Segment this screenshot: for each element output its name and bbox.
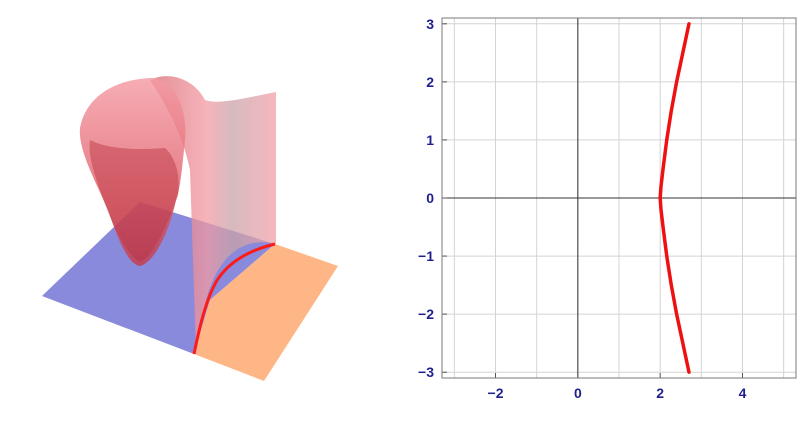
surface-3d-plot bbox=[0, 0, 400, 418]
y-tick-label: 1 bbox=[426, 132, 434, 148]
surface-front-bowl bbox=[79, 78, 186, 266]
boundary-curve bbox=[192, 242, 276, 355]
x-tick-label: 2 bbox=[656, 385, 664, 401]
x-tick-label: −2 bbox=[488, 385, 504, 401]
surface-back-sheet bbox=[150, 76, 276, 352]
y-tick-label: 2 bbox=[426, 74, 434, 90]
series-lines bbox=[658, 22, 691, 374]
y-tick-label: 3 bbox=[426, 16, 434, 32]
y-tick-label: 0 bbox=[426, 190, 434, 206]
line-plot-canvas: −2 0 2 4 −3 −2 −1 0 1 2 3 bbox=[418, 16, 797, 401]
x-tick-label: 4 bbox=[739, 385, 747, 401]
line-plot: −2 0 2 4 −3 −2 −1 0 1 2 3 bbox=[400, 0, 800, 418]
y-tick-label: −1 bbox=[418, 248, 434, 264]
y-tick-label: −3 bbox=[418, 364, 434, 380]
surface-3d-canvas bbox=[42, 76, 338, 381]
y-tick-label: −2 bbox=[418, 306, 434, 322]
plot-frame bbox=[441, 17, 797, 379]
axes bbox=[442, 18, 796, 378]
series-line bbox=[658, 22, 691, 374]
tick-labels: −2 0 2 4 −3 −2 −1 0 1 2 3 bbox=[418, 16, 747, 401]
plane-region-orange bbox=[194, 244, 338, 381]
surface-inner-shade bbox=[89, 140, 179, 262]
x-tick-label: 0 bbox=[574, 385, 582, 401]
